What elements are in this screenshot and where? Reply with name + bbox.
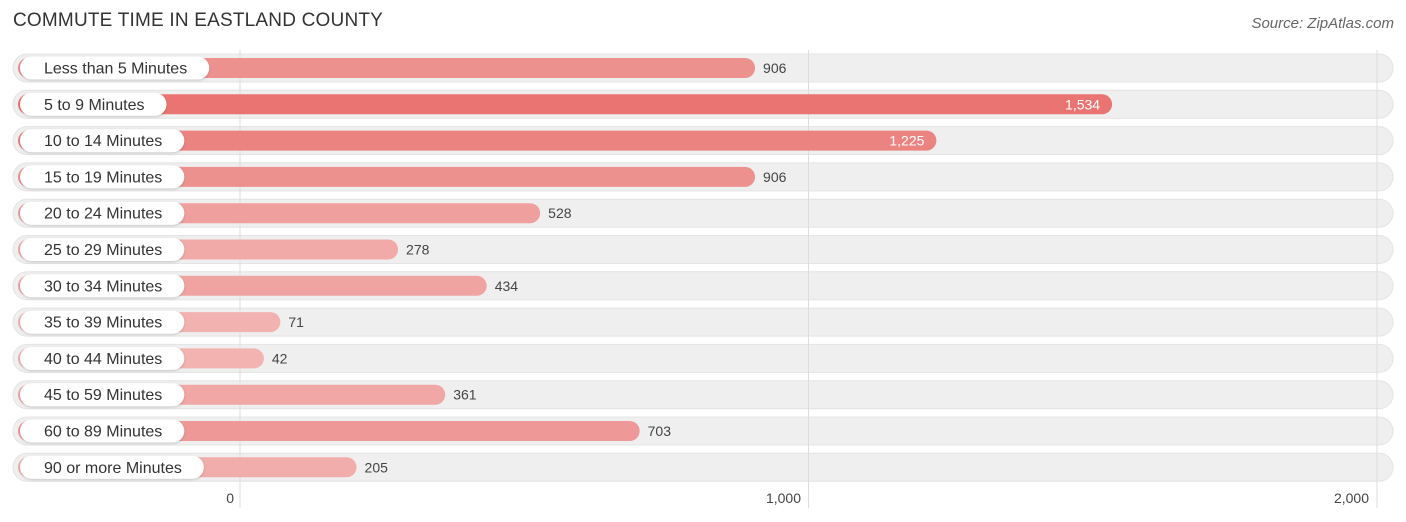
value-label: 1,534 — [1065, 96, 1100, 112]
value-label: 71 — [288, 314, 304, 330]
value-label: 361 — [453, 387, 477, 403]
category-label: 5 to 9 Minutes — [44, 97, 145, 114]
bar — [18, 130, 937, 151]
category-pill — [20, 310, 185, 334]
category-pill — [20, 201, 185, 225]
category-label: 10 to 14 Minutes — [44, 133, 162, 150]
category-label: Less than 5 Minutes — [44, 61, 187, 78]
category-label: 45 to 59 Minutes — [44, 387, 162, 404]
category-pill — [20, 274, 185, 298]
bar-tracks — [12, 53, 1394, 482]
bar — [18, 94, 1113, 115]
value-label: 528 — [548, 205, 572, 221]
value-label: 906 — [763, 169, 787, 185]
category-pill — [20, 129, 185, 153]
category-pill — [20, 238, 185, 261]
category-label: 90 or more Minutes — [44, 460, 182, 477]
value-label: 42 — [272, 350, 288, 366]
x-tick-label: 0 — [226, 490, 234, 506]
bar-track — [12, 343, 1394, 373]
x-tick-label: 2,000 — [1334, 490, 1369, 506]
category-label: 60 to 89 Minutes — [44, 424, 162, 441]
value-label: 205 — [365, 459, 389, 475]
bar-track — [12, 452, 1394, 482]
category-pill — [20, 346, 185, 370]
value-label: 434 — [495, 278, 519, 294]
category-pill — [20, 419, 185, 443]
value-label: 906 — [763, 60, 787, 76]
category-pill — [20, 56, 210, 80]
category-pill — [20, 92, 167, 116]
chart-title: COMMUTE TIME IN EASTLAND COUNTY — [13, 10, 384, 31]
category-label: 40 to 44 Minutes — [44, 351, 162, 368]
source-note: Source: ZipAtlas.com — [1251, 15, 1394, 32]
category-pill — [20, 165, 185, 189]
category-label: 25 to 29 Minutes — [44, 242, 162, 259]
category-label: 20 to 24 Minutes — [44, 206, 162, 223]
x-axis: 0 1,000 2,000 — [226, 490, 1369, 506]
category-pill — [20, 383, 185, 407]
bars: Less than 5 Minutes 906 5 to 9 Minutes 1,53… — [18, 56, 1113, 479]
value-label: 278 — [406, 242, 430, 258]
value-label: 1,225 — [889, 133, 924, 149]
category-label: 30 to 34 Minutes — [44, 278, 162, 295]
x-tick-label: 1,000 — [766, 490, 801, 506]
bar-track — [12, 307, 1394, 337]
value-label: 703 — [648, 423, 672, 439]
category-label: 15 to 19 Minutes — [44, 169, 162, 186]
category-label: 35 to 39 Minutes — [44, 315, 162, 332]
category-pill — [20, 455, 204, 479]
bar — [18, 166, 756, 187]
